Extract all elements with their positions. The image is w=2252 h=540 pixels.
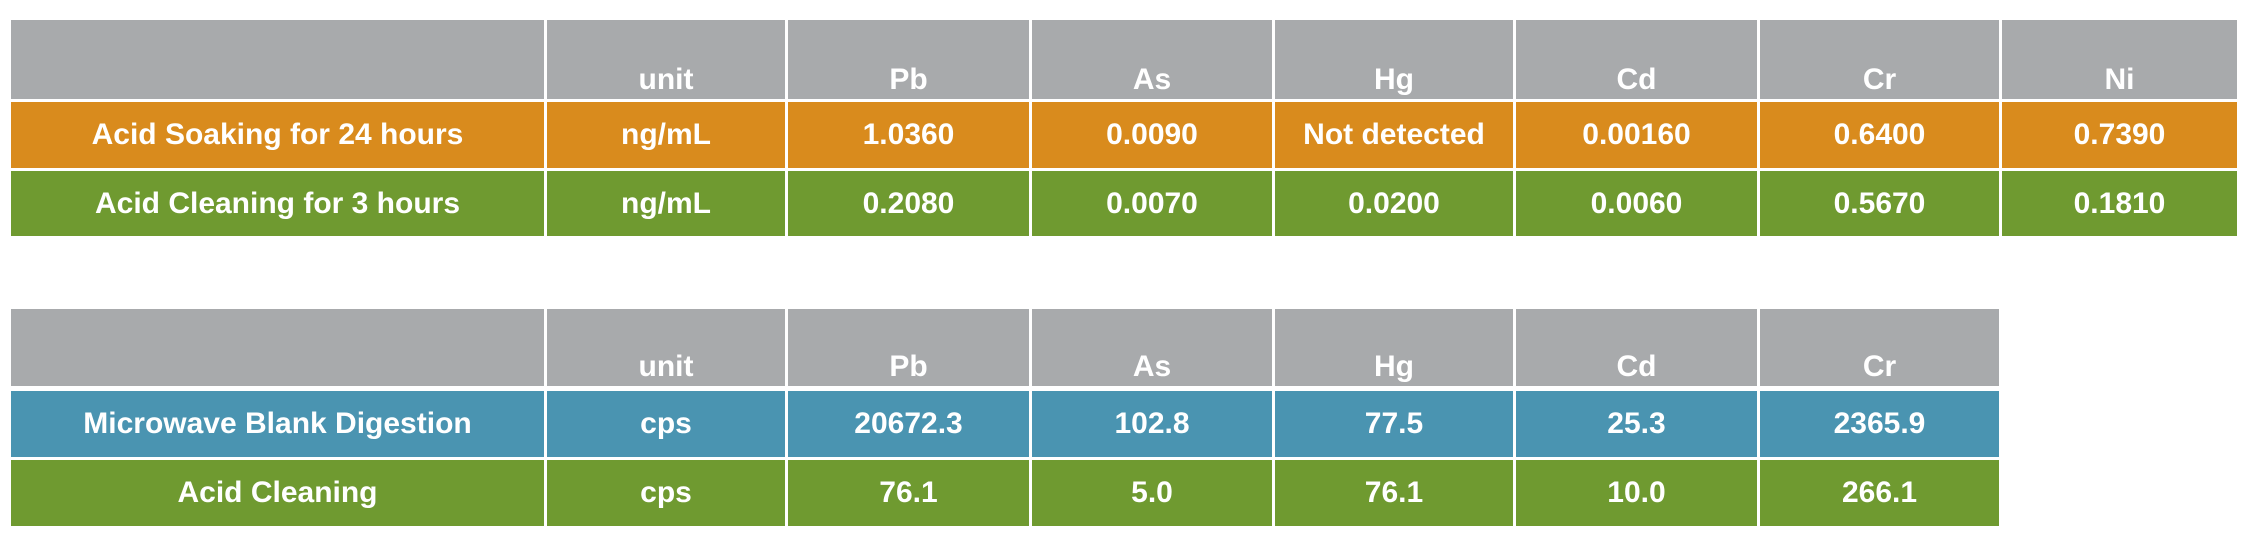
row-label: Acid Cleaning bbox=[11, 460, 544, 526]
table-cell: 76.1 bbox=[788, 460, 1029, 526]
table-cell: 0.5670 bbox=[1760, 171, 1999, 236]
table-cell: 20672.3 bbox=[788, 391, 1029, 457]
table-cell: 0.00160 bbox=[1516, 102, 1757, 168]
table-cell: 0.2080 bbox=[788, 171, 1029, 236]
table-cell: 2365.9 bbox=[1760, 391, 1999, 457]
table-cell: cps bbox=[547, 391, 785, 457]
row-label: Microwave Blank Digestion bbox=[11, 391, 544, 457]
row-label: Acid Cleaning for 3 hours bbox=[11, 171, 544, 236]
column-header: Cr bbox=[1760, 20, 1999, 99]
table-cell: 0.0090 bbox=[1032, 102, 1272, 168]
column-header: As bbox=[1032, 20, 1272, 99]
header-corner bbox=[11, 20, 544, 99]
row-label: Acid Soaking for 24 hours bbox=[11, 102, 544, 168]
table-cell: 10.0 bbox=[1516, 460, 1757, 526]
table-cell: 77.5 bbox=[1275, 391, 1513, 457]
column-header: Cd bbox=[1516, 20, 1757, 99]
table-cell: 0.1810 bbox=[2002, 171, 2237, 236]
table-cell: 266.1 bbox=[1760, 460, 1999, 526]
table-cell: 76.1 bbox=[1275, 460, 1513, 526]
table-cell: 102.8 bbox=[1032, 391, 1272, 457]
column-header: Cr bbox=[1760, 309, 1999, 386]
column-header: Hg bbox=[1275, 20, 1513, 99]
column-header: Pb bbox=[788, 20, 1029, 99]
column-header: unit bbox=[547, 309, 785, 386]
table-cell: 0.0070 bbox=[1032, 171, 1272, 236]
header-corner bbox=[11, 309, 544, 386]
table-cell: 0.0060 bbox=[1516, 171, 1757, 236]
column-header: Hg bbox=[1275, 309, 1513, 386]
column-header: Ni bbox=[2002, 20, 2237, 99]
column-header: unit bbox=[547, 20, 785, 99]
column-header: As bbox=[1032, 309, 1272, 386]
table-cell: cps bbox=[547, 460, 785, 526]
table-cell: 0.7390 bbox=[2002, 102, 2237, 168]
table-cell: 0.0200 bbox=[1275, 171, 1513, 236]
table-cell: 0.6400 bbox=[1760, 102, 1999, 168]
table-cell: Not detected bbox=[1275, 102, 1513, 168]
column-header: Pb bbox=[788, 309, 1029, 386]
table-cell: ng/mL bbox=[547, 171, 785, 236]
table-cell: 1.0360 bbox=[788, 102, 1029, 168]
column-header: Cd bbox=[1516, 309, 1757, 386]
table-cell: ng/mL bbox=[547, 102, 785, 168]
table-cell: 5.0 bbox=[1032, 460, 1272, 526]
table-cell: 25.3 bbox=[1516, 391, 1757, 457]
